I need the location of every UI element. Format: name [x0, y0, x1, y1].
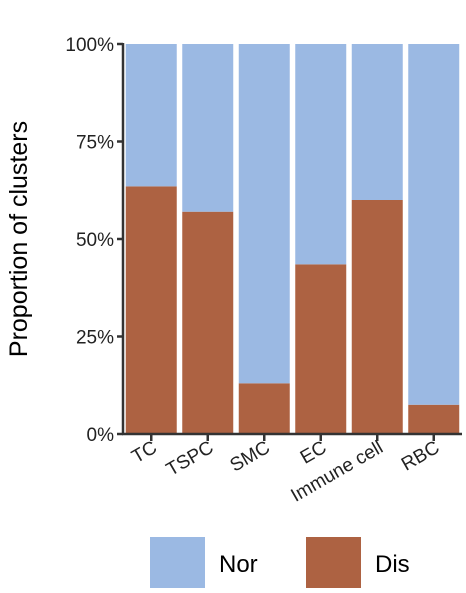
legend-label-nor: Nor: [219, 551, 258, 578]
bar-tc-nor: [125, 44, 177, 187]
bar-smc-dis: [238, 383, 290, 434]
x-tick-label-tc: TC: [128, 437, 160, 468]
x-tick-label-ec: EC: [297, 437, 330, 468]
x-tick-label-tspc: TSPC: [163, 437, 217, 481]
bar-rbc-nor: [408, 44, 460, 405]
bar-tc-dis: [125, 186, 177, 434]
legend-key-dis: [306, 537, 361, 588]
bar-ec-nor: [295, 44, 347, 265]
bar-ec-dis: [295, 264, 347, 434]
y-tick-label-0: 0%: [87, 425, 115, 446]
bars-group: [125, 44, 460, 434]
bar-tspc-dis: [182, 211, 234, 434]
x-tick-label-smc: SMC: [227, 437, 274, 476]
y-tick-label-1: 25%: [76, 328, 114, 349]
bar-immune-cell-dis: [351, 200, 403, 434]
bar-smc-nor: [238, 44, 290, 384]
bar-tspc-nor: [182, 44, 234, 212]
bar-immune-cell-nor: [351, 44, 403, 200]
y-axis-title: Proportion of clusters: [5, 121, 33, 357]
legend-key-nor: [150, 537, 205, 588]
legend: Nor Dis: [150, 537, 410, 588]
y-tick-label-3: 75%: [76, 133, 114, 154]
y-tick-label-2: 50%: [76, 230, 114, 251]
bar-rbc-dis: [408, 404, 460, 434]
legend-label-dis: Dis: [375, 551, 410, 578]
y-tick-label-4: 100%: [65, 35, 114, 56]
x-tick-label-rbc: RBC: [398, 437, 443, 475]
